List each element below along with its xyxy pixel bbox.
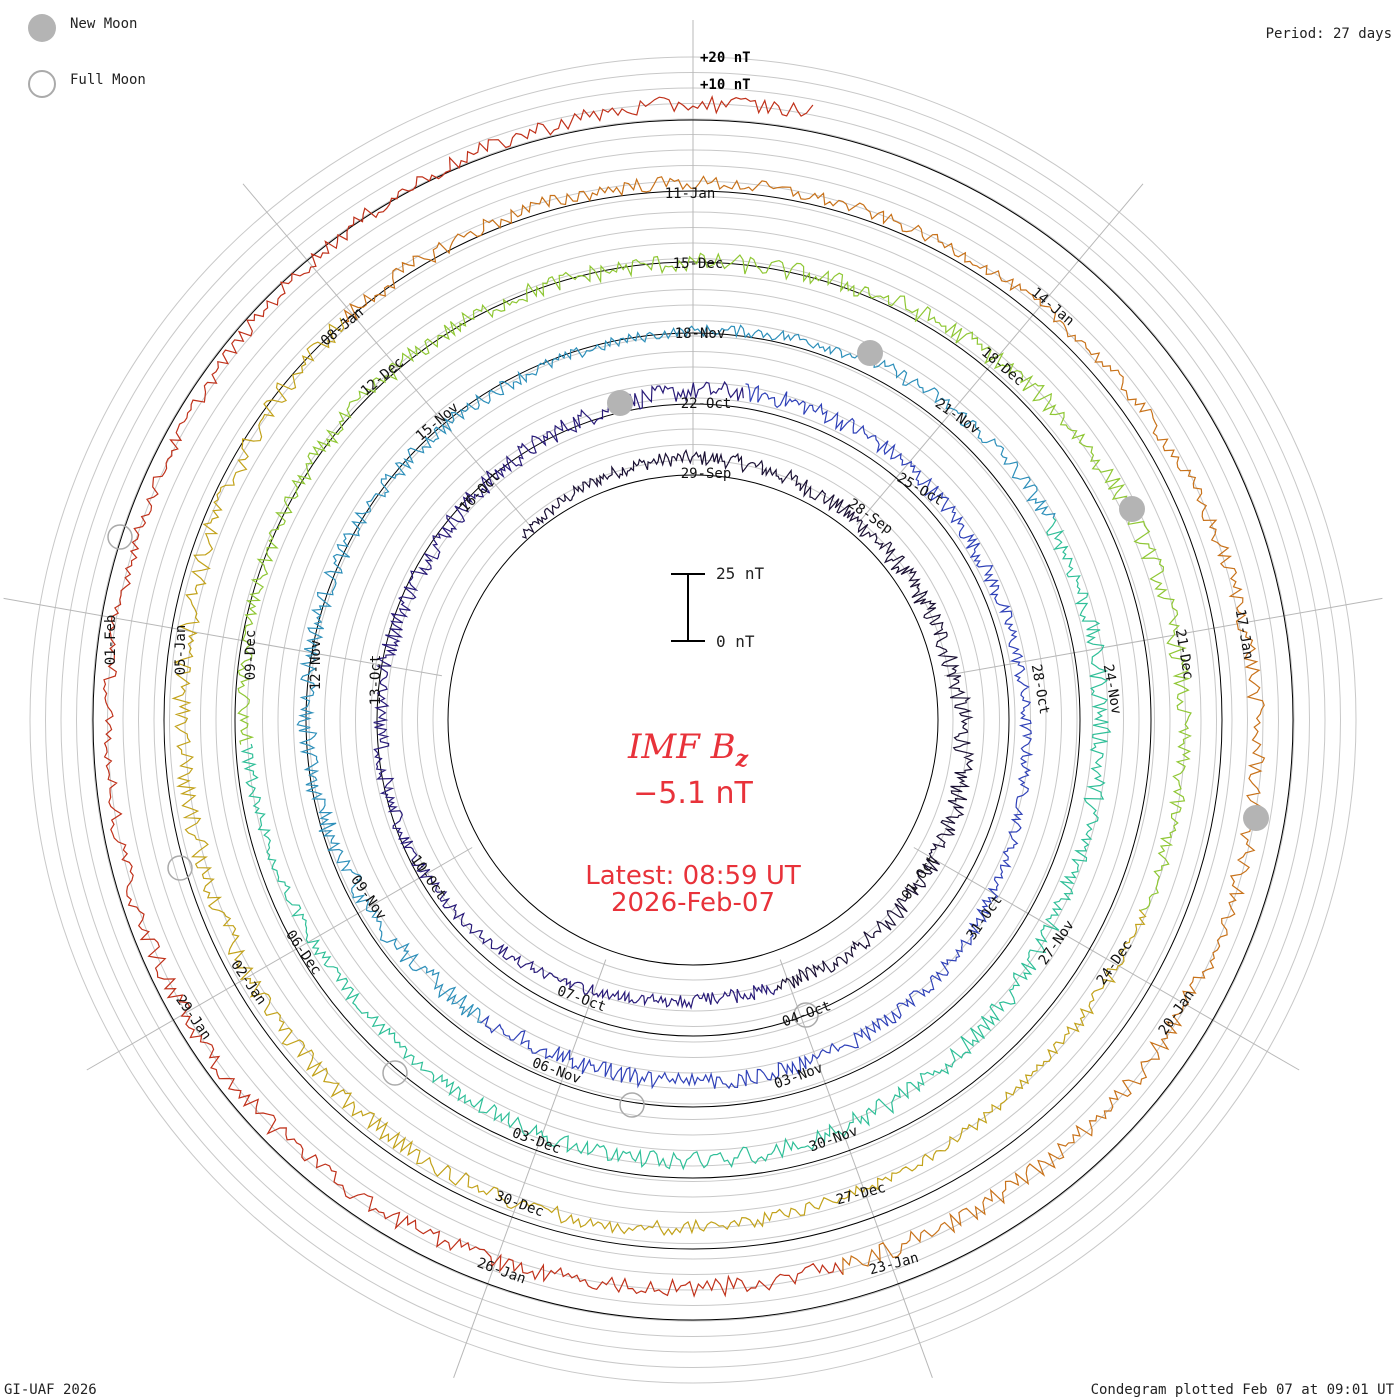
day-spoke <box>779 959 933 1378</box>
credit-label: GI-UAF 2026 <box>4 1382 97 1398</box>
date-tick-label: 27-Dec <box>834 1180 887 1209</box>
plotted-label: Condegram plotted Feb 07 at 09:01 UT <box>1091 1382 1395 1398</box>
day-spoke <box>944 597 1383 677</box>
moon-markers <box>107 340 1269 1118</box>
date-tick-label: 21-Nov <box>932 396 983 438</box>
date-tick-label: 15-Dec <box>673 256 724 272</box>
full-moon-marker <box>107 524 133 550</box>
date-tick-label: 05-Jan <box>173 625 189 676</box>
date-tick-label: 08-Jan <box>318 305 367 350</box>
scale-lower-label: +10 nT <box>700 77 751 93</box>
date-tick-label: 12-Nov <box>308 640 324 691</box>
date-tick-label: 30-Dec <box>493 1188 546 1220</box>
new-moon-marker <box>857 340 883 366</box>
date-tick-label: 11-Jan <box>665 186 716 202</box>
date-tick-label: 18-Nov <box>675 326 726 342</box>
date-tick-label: 13-Oct <box>368 655 384 706</box>
date-tick-label: 06-Dec <box>282 927 324 978</box>
trace-segment <box>237 252 1192 911</box>
date-tick-label: 01-Feb <box>103 615 119 666</box>
full-moon-legend-icon <box>28 70 56 98</box>
center-latest-date: 2026-Feb-07 <box>611 888 775 918</box>
new-moon-legend-label: New Moon <box>70 16 137 32</box>
date-tick-label: 07-Oct <box>555 983 608 1015</box>
grid-circle <box>386 413 1000 1027</box>
date-tick-label: 10-Oct <box>407 852 449 903</box>
day-spoke <box>913 847 1300 1071</box>
center-title-main: IMF B <box>627 727 736 767</box>
zero-axis-ring <box>447 474 939 966</box>
center-value: −5.1 nT <box>633 776 753 811</box>
day-spoke <box>86 847 473 1071</box>
scale-bar-top-label: 25 nT <box>716 564 765 583</box>
zero-axis-rings <box>92 119 1294 1321</box>
scale-upper-label: +20 nT <box>700 50 751 66</box>
day-spoke <box>3 597 442 677</box>
day-spoke <box>242 183 530 526</box>
trace-segment <box>102 95 844 1298</box>
date-tick-label: 16-Oct <box>457 469 504 516</box>
date-tick-label: 21-Dec <box>1172 628 1197 681</box>
center-title-sub: z <box>735 746 749 772</box>
scale-bar-bottom-label: 0 nT <box>716 632 755 651</box>
full-moon-marker <box>167 855 193 881</box>
new-moon-marker <box>607 390 633 416</box>
zero-axis-ring <box>376 403 1010 1037</box>
trace-segment <box>522 449 975 991</box>
date-tick-label: 28-Oct <box>1028 663 1053 716</box>
center-title: IMF Bz <box>627 727 749 772</box>
trace-segment <box>480 383 1034 1090</box>
date-tick-label: 09-Dec <box>243 630 259 681</box>
day-spokes <box>3 20 1383 1378</box>
center-latest-time: Latest: 08:59 UT <box>585 861 801 891</box>
zero-axis-ring <box>163 190 1223 1250</box>
full-moon-marker <box>793 1002 819 1028</box>
date-tick-label: 29-Sep <box>681 466 732 482</box>
new-moon-marker <box>1119 496 1145 522</box>
date-tick-label: 01-Oct <box>899 852 941 903</box>
trace-segment <box>343 175 1266 1276</box>
trace-segment <box>171 317 1147 1237</box>
trace-segment <box>240 517 1112 1171</box>
zero-axis-ring <box>234 261 1152 1179</box>
scale-bar <box>671 573 705 642</box>
date-tick-label: 22-Oct <box>681 396 732 412</box>
date-tick-label: 31-Oct <box>964 892 1006 943</box>
zero-axis-ring <box>92 119 1294 1321</box>
date-tick-label: 17-Jan <box>1232 608 1257 661</box>
date-tick-label: 12-Dec <box>358 355 407 400</box>
data-traces <box>102 95 1266 1298</box>
day-spoke <box>453 959 607 1378</box>
full-moon-marker <box>619 1092 645 1118</box>
date-tick-label: 25-Oct <box>894 470 946 509</box>
full-moon-marker <box>382 1060 408 1086</box>
date-tick-label: 20-Jan <box>1156 987 1198 1038</box>
period-label: Period: 27 days <box>1266 26 1392 42</box>
date-tick-label: 15-Nov <box>413 400 462 445</box>
date-tick-label: 03-Nov <box>772 1060 825 1092</box>
new-moon-marker <box>1243 805 1269 831</box>
grid-circle <box>401 428 985 1012</box>
date-tick-label: 27-Nov <box>1036 917 1078 968</box>
date-tick-label: 30-Nov <box>807 1123 860 1155</box>
trace-segment <box>373 380 777 1010</box>
full-moon-legend-label: Full Moon <box>70 72 146 88</box>
new-moon-legend-icon <box>28 14 56 42</box>
